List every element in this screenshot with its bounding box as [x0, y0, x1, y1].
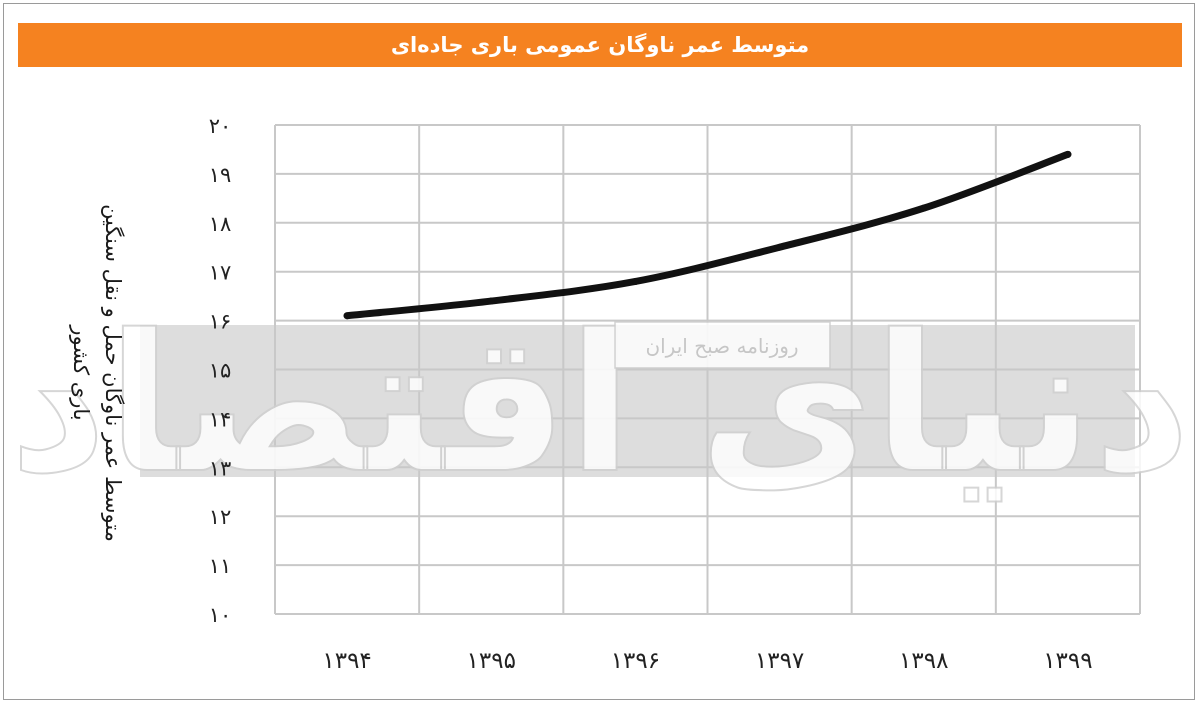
y-tick-label: ۲۰: [209, 114, 232, 138]
data-point: [631, 277, 639, 285]
y-tick-label: ۱۲: [209, 505, 232, 529]
y-axis-label-line-1: متوسط عمر ناوگان حمل و نقل سنگین: [101, 204, 125, 542]
series-line: [343, 150, 1072, 320]
gridlines: [274, 124, 1141, 615]
y-tick-label: ۱۹: [209, 163, 232, 187]
x-tick-label: ۱۳۹۶: [611, 648, 660, 674]
x-axis-ticks: ۱۳۹۴ ۱۳۹۵ ۱۳۹۶ ۱۳۹۷ ۱۳۹۸ ۱۳۹۹: [322, 648, 1092, 674]
y-tick-label: ۱۸: [209, 212, 232, 236]
y-axis-ticks: ۱۰ ۱۱ ۱۲ ۱۳ ۱۴ ۱۵ ۱۶ ۱۷ ۱۸ ۱۹ ۲۰: [209, 114, 232, 627]
y-axis-label-line-2: باری کشور: [69, 325, 93, 421]
x-tick-label: ۱۳۹۹: [1043, 648, 1092, 674]
data-point: [1064, 150, 1072, 158]
data-point: [776, 243, 784, 251]
data-point: [487, 297, 495, 305]
watermark-tagline-box: [614, 321, 831, 369]
chart-title: متوسط عمر ناوگان عمومی باری جاده‌ای: [390, 33, 810, 57]
y-tick-label: ۱۷: [209, 261, 232, 285]
y-tick-label: ۱۵: [209, 359, 232, 383]
y-tick-label: ۱۳: [209, 456, 232, 480]
watermark-tagline: روزنامه صبح ایران: [645, 334, 798, 358]
y-tick-label: ۱۰: [209, 603, 232, 627]
y-axis-label: متوسط عمر ناوگان حمل و نقل سنگین باری کش…: [65, 204, 129, 542]
y-axis-label-container: متوسط عمر ناوگان حمل و نقل سنگین باری کش…: [62, 143, 132, 603]
y-tick-label: ۱۱: [209, 554, 232, 578]
x-tick-label: ۱۳۹۵: [467, 648, 516, 674]
x-tick-label: ۱۳۹۸: [899, 648, 948, 674]
x-tick-label: ۱۳۹۴: [322, 648, 371, 674]
title-banner: متوسط عمر ناوگان عمومی باری جاده‌ای: [18, 23, 1182, 67]
y-tick-label: ۱۶: [209, 310, 232, 334]
x-tick-label: ۱۳۹۷: [755, 648, 804, 674]
series-group: [343, 150, 1072, 320]
data-point: [343, 312, 351, 320]
data-point: [920, 204, 928, 212]
y-tick-label: ۱۴: [209, 407, 232, 431]
watermark-brand: دنیای اقتصاد: [9, 294, 1190, 515]
